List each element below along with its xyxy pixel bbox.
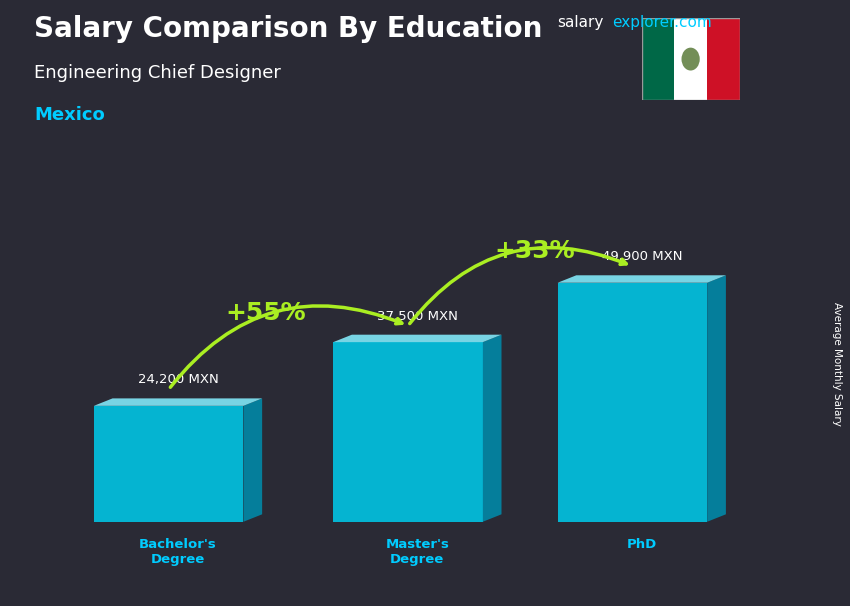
Bar [674,18,707,100]
Text: 24,200 MXN: 24,200 MXN [138,373,218,387]
Polygon shape [333,342,483,522]
Text: +55%: +55% [225,301,306,325]
Polygon shape [94,398,262,406]
Circle shape [682,48,700,70]
Text: Master's
Degree: Master's Degree [385,538,450,566]
Polygon shape [94,406,243,522]
Bar [642,18,674,100]
Polygon shape [483,335,502,522]
Polygon shape [707,275,726,522]
Text: Salary Comparison By Education: Salary Comparison By Education [34,15,542,43]
Polygon shape [333,335,501,342]
Text: Mexico: Mexico [34,106,105,124]
Text: Average Monthly Salary: Average Monthly Salary [832,302,842,425]
Text: Bachelor's
Degree: Bachelor's Degree [139,538,217,566]
Text: 37,500 MXN: 37,500 MXN [377,310,458,323]
Text: explorer.com: explorer.com [612,15,711,30]
Bar [707,18,740,100]
Text: PhD: PhD [626,538,657,551]
Polygon shape [243,398,262,522]
Polygon shape [558,275,726,283]
Text: 49,900 MXN: 49,900 MXN [602,250,682,264]
Text: salary: salary [557,15,604,30]
Text: Engineering Chief Designer: Engineering Chief Designer [34,64,280,82]
Text: +33%: +33% [495,239,575,264]
Polygon shape [558,283,707,522]
